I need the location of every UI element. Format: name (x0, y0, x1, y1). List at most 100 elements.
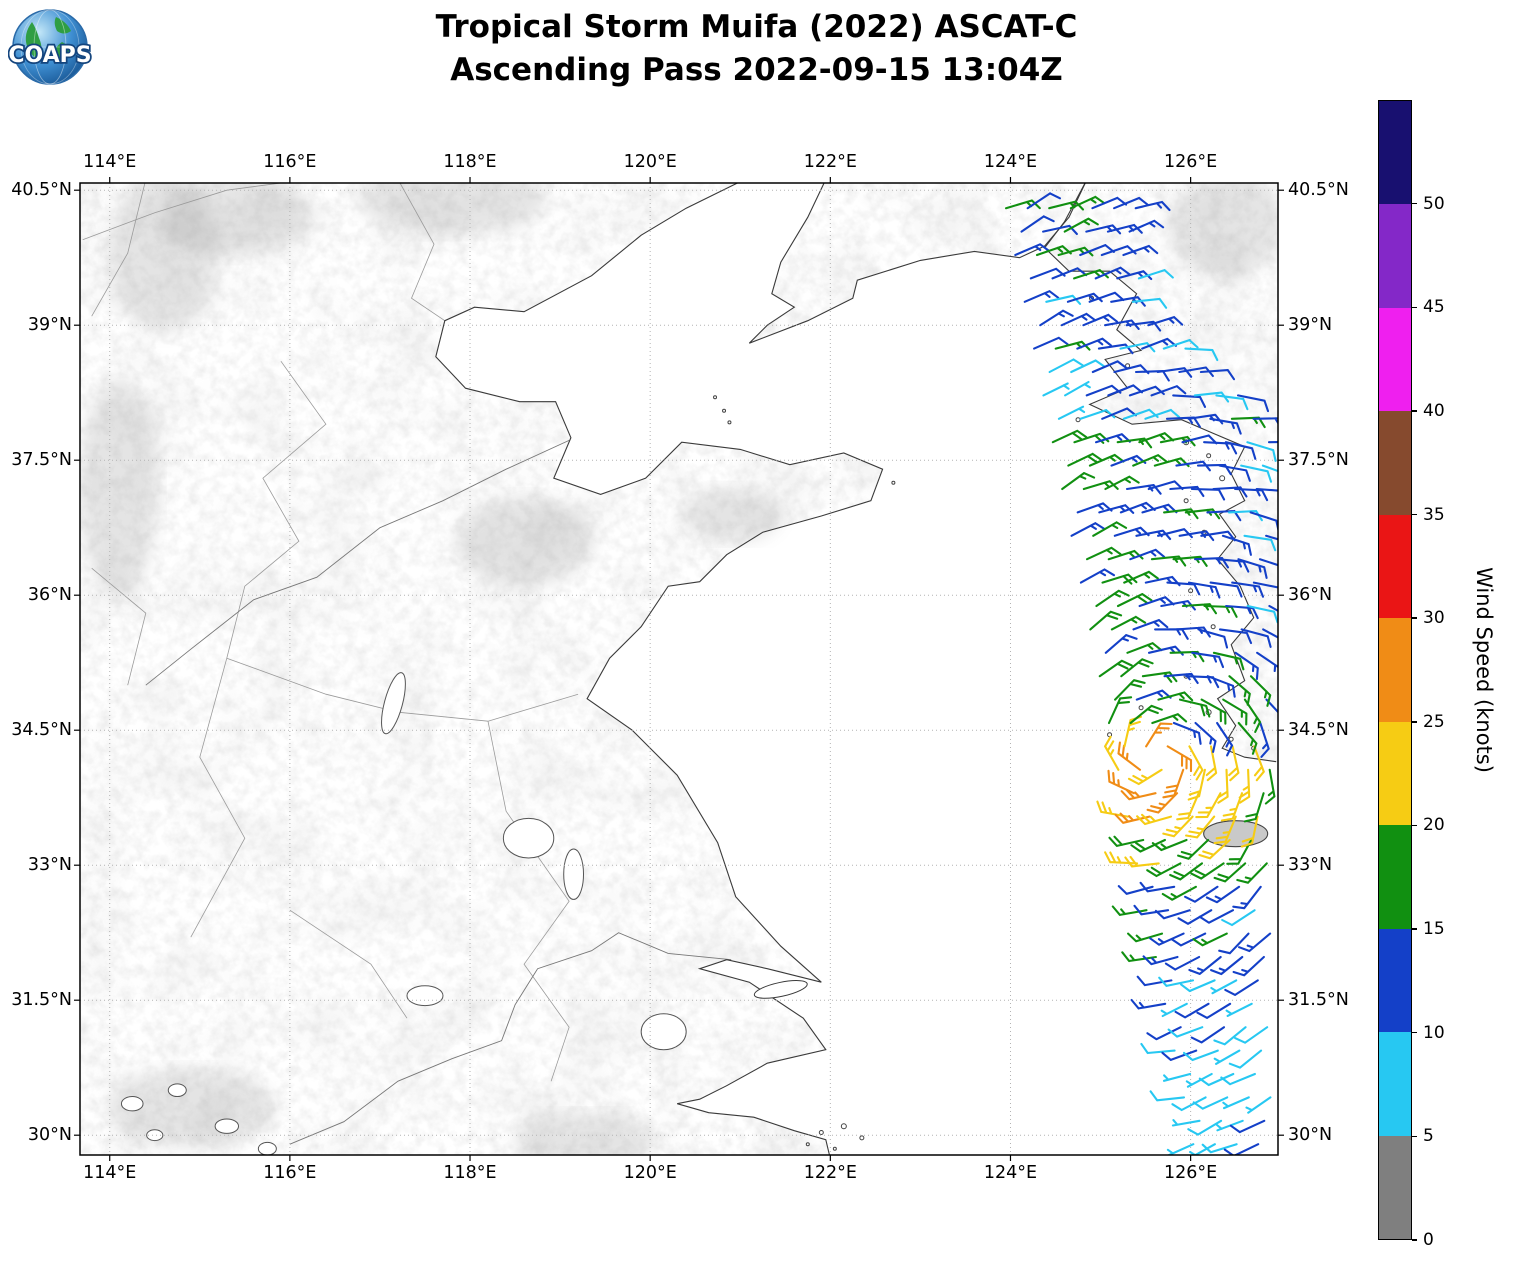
colorbar-tick-label: 45 (1423, 297, 1445, 318)
wind-barb (1121, 951, 1157, 963)
wind-barb (1264, 768, 1276, 805)
wind-barb (1172, 721, 1202, 745)
wind-barb (1185, 815, 1216, 839)
lat-tick-label-left: 30°N (27, 1125, 72, 1146)
lon-tick-label-top: 116°E (263, 152, 317, 172)
wind-barb (1213, 1026, 1247, 1046)
wind-barb (1140, 1042, 1176, 1055)
wind-barb (1162, 768, 1185, 799)
wind-barb (1246, 604, 1278, 624)
wind-barb (1111, 905, 1148, 916)
wind-barb (1104, 735, 1120, 771)
wind-barb (1116, 593, 1153, 608)
lat-tick-label-left: 36°N (27, 585, 72, 606)
lat-tick-label-right: 31.5°N (1288, 990, 1349, 1011)
wind-barb (1201, 1143, 1238, 1154)
lat-tick-label-left: 37.5°N (11, 450, 72, 471)
lat-tick-label-right: 30°N (1288, 1125, 1333, 1146)
wind-barb (1261, 464, 1278, 473)
wind-barb (1146, 1026, 1182, 1041)
wind-barb (1198, 838, 1231, 860)
colorbar-tickmark (1412, 1031, 1417, 1034)
wind-barb (1190, 1026, 1226, 1044)
wind-barb (1154, 628, 1189, 640)
wind-barb (1240, 628, 1272, 648)
wind-barb (1234, 651, 1259, 681)
wind-barb (1206, 675, 1236, 698)
wind-barb (1255, 487, 1278, 492)
wind-barb (1258, 558, 1278, 567)
wind-barb (1098, 659, 1133, 678)
wind-barb (1162, 1072, 1192, 1082)
wind-barb (1268, 604, 1278, 613)
wind-barb (1166, 745, 1193, 773)
wind-barb (1169, 862, 1204, 881)
wind-barb (1114, 679, 1146, 701)
wind-barb (1213, 862, 1247, 883)
wind-barb (1194, 721, 1217, 753)
wind-barb (1107, 769, 1135, 795)
colorbar-segment-50-55 (1379, 101, 1411, 205)
wind-barb (1048, 358, 1084, 374)
wind-barb (1210, 979, 1238, 995)
wind-barb (1131, 297, 1168, 309)
wind-barb (1184, 885, 1219, 903)
wind-barb (1222, 1096, 1250, 1110)
wind-barb (1177, 838, 1210, 860)
lon-tick-label-bottom: 120°E (623, 1163, 677, 1183)
lat-tick-label-right: 39°N (1288, 315, 1333, 336)
wind-barb (1088, 291, 1125, 303)
wind-barb (1130, 838, 1166, 853)
lat-tick-label-left: 40.5°N (11, 180, 72, 201)
wind-barb (1020, 215, 1055, 233)
wind-barb (1113, 196, 1149, 210)
wind-barb (1238, 932, 1272, 953)
wind-barb (1092, 521, 1128, 537)
wind-barb (1245, 1096, 1272, 1114)
lat-tick-label-left: 31.5°N (11, 990, 72, 1011)
wind-barb (1014, 243, 1051, 257)
wind-barb (1104, 634, 1138, 654)
colorbar (1378, 100, 1412, 1240)
wind-barb (1236, 394, 1270, 413)
wind-barb (1195, 792, 1222, 819)
wind-barb (1218, 628, 1253, 645)
wind-barb (1136, 975, 1173, 987)
wind-barb (1136, 813, 1173, 826)
wind-barb (1161, 1049, 1198, 1061)
wind-barb (1221, 909, 1256, 927)
wind-barb (1220, 792, 1244, 822)
title-line-1: Tropical Storm Muifa (2022) ASCAT-C (435, 9, 1078, 45)
wind-barb (1259, 721, 1270, 758)
wind-barb (1104, 475, 1140, 491)
wind-barb (1089, 610, 1123, 631)
colorbar-segment-25-30 (1379, 618, 1411, 722)
wind-barb (1070, 359, 1106, 374)
wind-barb (1039, 309, 1074, 327)
wind-barb (1249, 675, 1272, 707)
colorbar-segment-0-5 (1379, 1135, 1411, 1239)
lon-tick-label-bottom: 122°E (803, 1163, 857, 1183)
colorbar-tickmark (1412, 1135, 1417, 1138)
wind-barb (1171, 1119, 1201, 1127)
wind-barb (1185, 1072, 1213, 1088)
wind-barb (1209, 581, 1243, 598)
logo-text: COAPS (8, 43, 91, 68)
wind-barb (1243, 534, 1277, 552)
wind-barb (1091, 360, 1128, 374)
wind-barb (1064, 380, 1091, 397)
wind-barb (1160, 1002, 1188, 1018)
wind-barb (1114, 812, 1151, 824)
lon-tick-label-bottom: 116°E (263, 1163, 317, 1183)
wind-barb (1188, 745, 1204, 781)
lat-tick-label-right: 37.5°N (1288, 450, 1349, 471)
wind-barb (1184, 347, 1219, 362)
wind-barb (1191, 651, 1225, 669)
wind-barb (1127, 932, 1164, 943)
wind-barb (1198, 909, 1235, 924)
wind-barb (1224, 441, 1257, 460)
wind-barb (1128, 219, 1165, 233)
wind-barb (1256, 651, 1278, 680)
colorbar-segment-45-50 (1379, 204, 1411, 308)
